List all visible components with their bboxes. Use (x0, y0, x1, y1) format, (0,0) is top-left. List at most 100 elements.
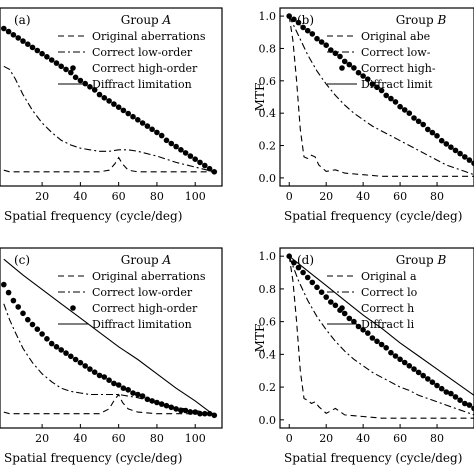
x-tick-label: 60 (393, 190, 407, 203)
data-point-high-order (29, 44, 36, 51)
data-point-high-order (291, 16, 297, 23)
data-point-high-order (457, 397, 463, 404)
data-point-high-order (96, 91, 103, 98)
data-point-high-order (82, 363, 88, 369)
data-point-high-order (139, 120, 146, 126)
x-tick-label: 60 (112, 432, 126, 445)
series-line-solid (288, 255, 474, 396)
x-tick-label: 80 (150, 432, 164, 445)
y-tick-label: 0.6 (259, 75, 277, 88)
legend-label: Diffract limitation (92, 78, 192, 91)
legend-label: Original abe (361, 30, 430, 43)
legend-label: Original aberrations (92, 270, 206, 283)
data-point-high-order (365, 76, 371, 82)
y-tick-label: 0.8 (259, 283, 277, 296)
data-point-high-order (163, 137, 170, 144)
data-point-high-order (300, 24, 306, 31)
data-point-high-order (425, 126, 431, 133)
legend-label: Diffract limit (361, 78, 433, 91)
data-point-high-order (115, 104, 122, 110)
data-point-high-order (106, 98, 112, 104)
data-point-high-order (462, 154, 468, 160)
data-point-high-order (337, 53, 343, 60)
y-tick-label: 0.6 (259, 316, 277, 329)
group-title: Group A (121, 253, 172, 267)
data-point-high-order (135, 117, 141, 123)
data-point-high-order (452, 147, 459, 154)
group-letter: B (436, 253, 446, 267)
data-point-high-order (29, 321, 36, 328)
data-point-high-order (397, 103, 403, 110)
data-point-high-order (378, 87, 385, 94)
data-point-high-order (309, 279, 316, 286)
data-point-high-order (202, 410, 208, 417)
data-point-high-order (406, 110, 413, 116)
data-point-high-order (44, 336, 50, 342)
group-letter: A (162, 13, 172, 27)
data-point-high-order (443, 389, 450, 395)
panel-label: (a) (14, 13, 31, 27)
group-title: Group A (121, 13, 172, 27)
y-tick-label: 0.4 (259, 348, 277, 361)
legend: Original abe Correct low- Correct high- Dif… (327, 30, 436, 91)
data-point-high-order (77, 359, 84, 366)
legend-label: Diffract li (361, 318, 415, 331)
x-tick-label: 20 (319, 432, 333, 445)
data-point-high-order (91, 87, 98, 93)
data-point-high-order (173, 406, 179, 412)
data-point-high-order (72, 356, 79, 363)
data-point-high-order (374, 338, 380, 345)
data-point-high-order (39, 331, 45, 337)
legend-label: Correct high- (361, 62, 436, 75)
x-tick-label: 100 (185, 432, 206, 445)
series-line-dashdot (288, 15, 474, 176)
data-point-high-order (355, 323, 362, 330)
data-point-high-order (115, 382, 122, 388)
legend-marker (339, 305, 345, 311)
data-point-high-order (187, 409, 194, 415)
y-tick-label: 0.2 (259, 381, 277, 394)
series-line-dashdot (3, 65, 215, 173)
x-tick-label: 0 (286, 190, 293, 203)
data-point-high-order (5, 289, 12, 296)
group-word: Group (121, 13, 163, 27)
data-point-high-order (291, 259, 297, 266)
data-point-high-order (411, 366, 417, 372)
y-tick-label: 0.0 (259, 172, 277, 185)
data-point-high-order (192, 409, 198, 415)
x-tick-label: 20 (319, 190, 333, 203)
data-point-high-order (34, 326, 41, 333)
x-tick-label: 40 (356, 432, 370, 445)
data-point-high-order (15, 304, 21, 310)
data-point-high-order (355, 69, 362, 76)
data-point-high-order (360, 327, 366, 333)
data-point-high-order (332, 50, 339, 57)
data-point-high-order (130, 113, 136, 120)
data-point-high-order (328, 299, 334, 305)
data-point-high-order (392, 99, 399, 105)
data-point-high-order (466, 402, 473, 408)
data-point-high-order (91, 369, 98, 376)
data-point-high-order (295, 264, 302, 271)
series-line-dashed (3, 156, 215, 173)
data-point-high-order (15, 35, 21, 41)
y-tick-label: 0.0 (259, 414, 277, 427)
plot-frame (0, 7, 223, 187)
data-point-high-order (158, 132, 165, 139)
data-point-high-order (457, 150, 463, 157)
group-word: Group (396, 253, 438, 267)
data-point-high-order (448, 144, 454, 150)
data-point-high-order (429, 379, 436, 386)
x-tick-label: 20 (35, 432, 49, 445)
data-point-high-order (314, 284, 320, 291)
data-point-high-order (401, 107, 408, 113)
data-point-high-order (300, 269, 306, 276)
series-line-dashed (288, 256, 474, 419)
data-point-high-order (154, 129, 160, 136)
data-point-high-order (34, 47, 41, 54)
data-point-high-order (365, 330, 371, 336)
data-point-high-order (149, 398, 155, 404)
data-point-high-order (304, 27, 311, 34)
